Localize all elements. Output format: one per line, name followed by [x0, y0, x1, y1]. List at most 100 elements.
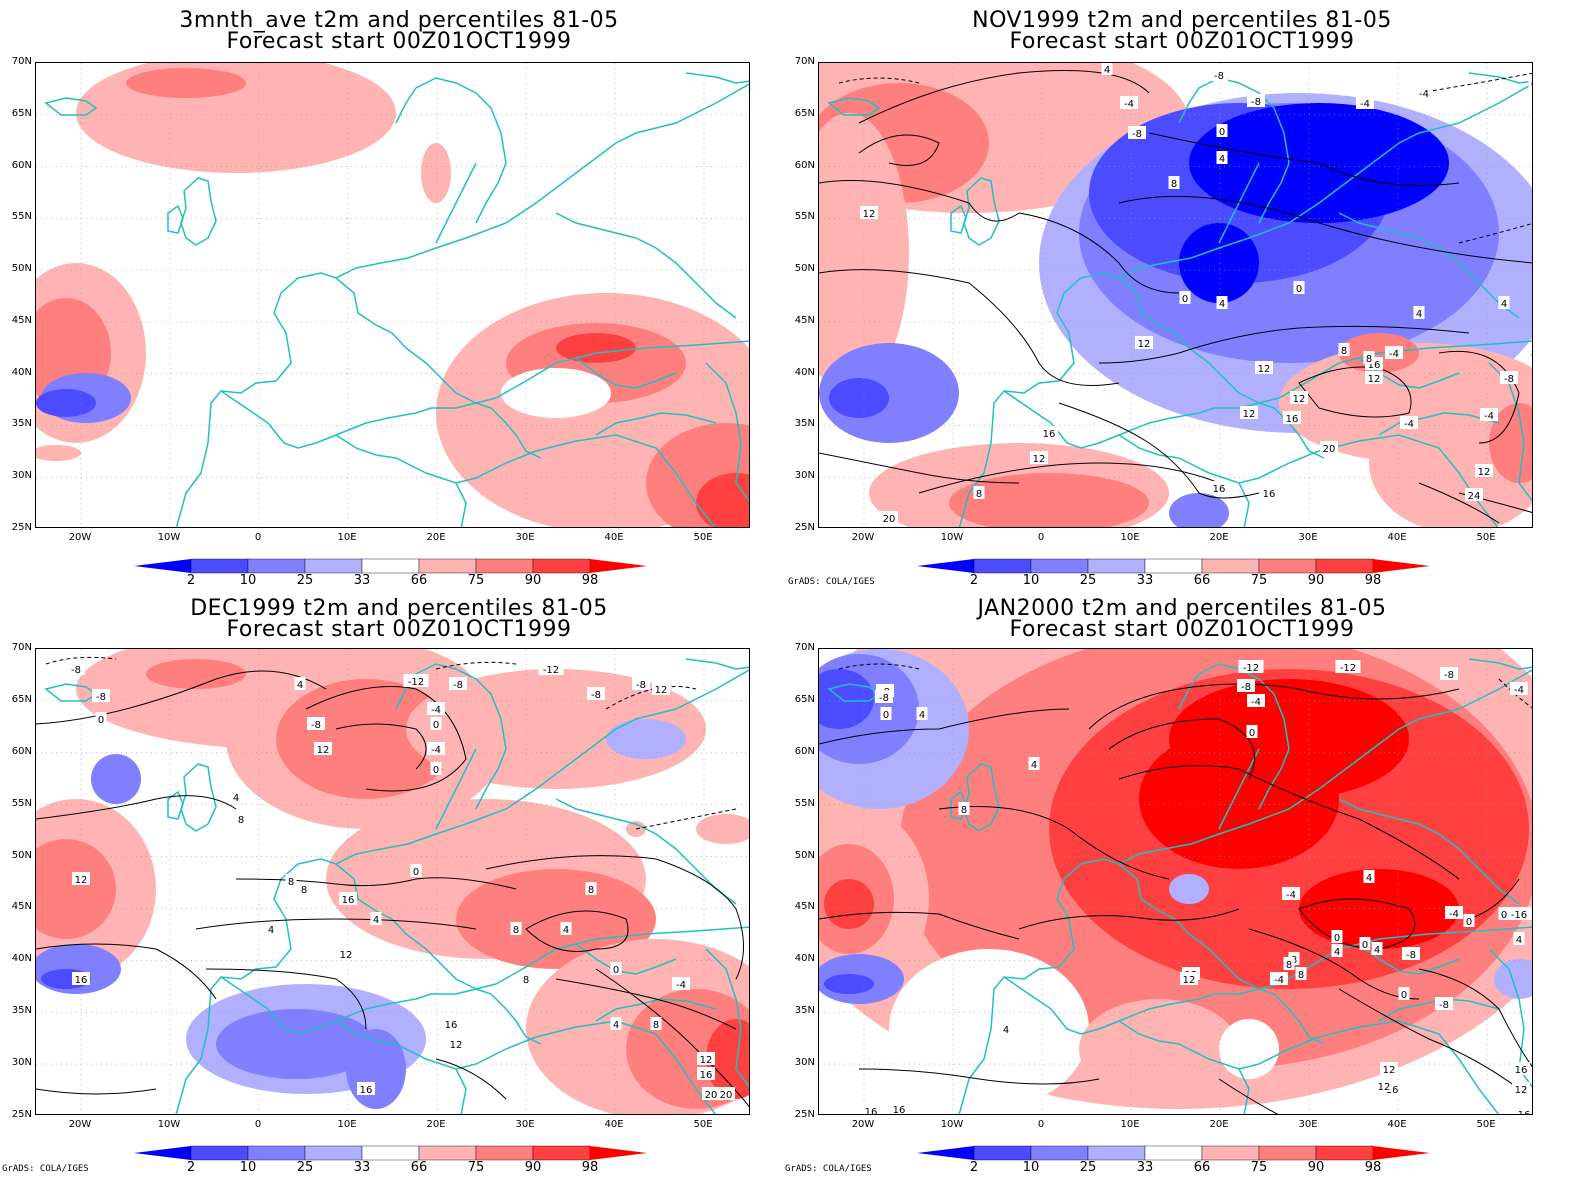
contour-label-text: 16: [1368, 360, 1381, 371]
contour-label: -4: [1415, 86, 1433, 100]
colorbar-arrow-left: [134, 559, 191, 573]
contour-label: 0: [880, 707, 892, 721]
contour-label-text: -4: [1286, 890, 1296, 901]
colorbar-segment: [1258, 558, 1317, 574]
colorbar-label: 10: [239, 573, 257, 588]
contour-label-text: 4: [373, 915, 379, 926]
temperature-contour: [819, 180, 1020, 222]
temperature-contour: [1098, 325, 1470, 364]
map-frame: 4 -8 -4 -8 -4 -8 0 4 8 12 0 4 0 12 8 16 12 16 12 12 16 20 16 20…: [818, 62, 1533, 528]
colorbar-arrow-right: [590, 559, 647, 573]
contour-label-text: 4: [297, 680, 303, 691]
percentile-shading: [819, 343, 959, 443]
contour-label: 4: [294, 677, 306, 691]
percentile-shading: [949, 473, 1149, 527]
colorbar-segment: [247, 558, 306, 574]
contour-label-text: -4: [1389, 349, 1399, 360]
contour-label: 16: [72, 972, 90, 986]
contour-label-text: 4: [1516, 935, 1522, 946]
contour-label: 0: [1246, 725, 1258, 739]
contour-label-text: 4: [1416, 309, 1422, 320]
contour-label: 16: [1210, 481, 1228, 495]
contour-label: 12: [447, 1037, 465, 1051]
contour-label: 16: [357, 1082, 375, 1096]
contour-label-text: 12: [75, 875, 88, 886]
lat-tick-label: 50N: [794, 263, 815, 275]
lon-tick-label: 20E: [1209, 532, 1229, 543]
lat-tick-label: 70N: [794, 642, 815, 653]
contour-label: -4: [1120, 96, 1138, 110]
contour-label: 12: [860, 206, 878, 220]
coastline: [335, 277, 393, 334]
contour-label-text: -12: [1340, 663, 1356, 674]
contour-label: 0: [1498, 907, 1510, 921]
contour-label: -8: [587, 687, 605, 701]
contour-label-text: -8: [71, 665, 81, 676]
contour-label-text: 16: [1263, 489, 1276, 500]
temperature-contour: [1418, 482, 1500, 524]
lat-tick-label: 45N: [11, 314, 32, 326]
map-frame: [35, 62, 750, 528]
map-panel-nov1999: NOV1999 t2m and percentiles 81-05 Foreca…: [783, 0, 1581, 598]
contour-label-text: -16: [1511, 910, 1527, 921]
grads-credit: GrADS: COLA/IGES: [788, 577, 875, 587]
lat-tick-label: 65N: [11, 693, 32, 705]
contour-label: 8: [1528, 346, 1532, 360]
contour-label-text: -4: [1404, 419, 1414, 430]
lat-tick-label: 30N: [11, 470, 32, 482]
contour-label-text: -8: [591, 690, 601, 701]
contour-label: 12: [1365, 371, 1383, 385]
contour-label: 4: [1216, 151, 1228, 165]
colorbar-label: 66: [1193, 573, 1211, 588]
colorbar-label: 10: [1022, 1160, 1040, 1175]
lat-tick-label: 25N: [11, 522, 32, 533]
contour-label-text: -8: [636, 680, 646, 691]
coastline: [1338, 798, 1520, 905]
contour-label: 0: [95, 712, 107, 726]
contour-label: 12: [1135, 336, 1153, 350]
contour-label-text: -8: [1132, 129, 1142, 140]
contour-label: 4: [610, 1017, 622, 1031]
lat-tick-label: 60N: [11, 745, 32, 757]
colorbar-segment: [1315, 1145, 1374, 1161]
temperature-contour: [1438, 350, 1520, 444]
contour-label-text: -8: [96, 692, 106, 703]
contour-label-text: 0: [413, 867, 419, 878]
coastline: [391, 918, 477, 990]
lat-tick-label: 55N: [794, 797, 815, 809]
contour-label: 8: [1168, 176, 1180, 190]
contour-label-text: 8: [1341, 346, 1347, 357]
contour-label: 0: [1463, 914, 1475, 928]
coastline: [555, 212, 737, 319]
colorbar-segment: [190, 558, 249, 574]
contour-label: 4: [1101, 63, 1113, 76]
coastline: [455, 482, 467, 527]
contour-label: -12: [1335, 660, 1361, 674]
temperature-contour: [305, 686, 467, 792]
contour-label: -8: [67, 662, 85, 676]
colorbar-segment: [1087, 1145, 1146, 1161]
panel-title: 3mnth_ave t2m and percentiles 81-05: [179, 8, 619, 33]
coastline: [1178, 77, 1290, 224]
colorbar-segment: [1315, 558, 1374, 574]
contour-label: 16: [862, 1104, 880, 1114]
contour-label-text: 8: [976, 489, 982, 500]
coastline: [1468, 72, 1532, 84]
percentile-shading: [824, 879, 874, 929]
lat-tick-label: 30N: [794, 1057, 815, 1069]
coastline: [1358, 357, 1460, 389]
contour-label-text: 16: [342, 895, 355, 906]
contour-label-text: 0: [1466, 917, 1472, 928]
coastline: [220, 926, 749, 1035]
colorbar-label: 2: [186, 573, 196, 588]
percentile-shading: [36, 389, 96, 417]
coastline: [595, 412, 717, 436]
lat-tick-label: 40N: [794, 366, 815, 378]
contour-label: -8: [1247, 94, 1265, 108]
contour-label: 12: [1375, 1079, 1393, 1093]
temperature-contour: [1218, 1078, 1279, 1114]
coastline: [220, 340, 749, 449]
contour-label-text: 0: [1531, 79, 1533, 90]
contour-label-text: 4: [233, 793, 239, 804]
temperature-contour: [838, 663, 920, 670]
